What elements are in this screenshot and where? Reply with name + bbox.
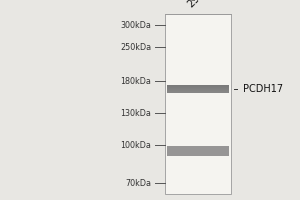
Bar bbox=[167, 92, 229, 93]
Bar bbox=[167, 90, 229, 91]
Bar bbox=[167, 85, 229, 86]
Bar bbox=[167, 86, 229, 87]
Bar bbox=[167, 91, 229, 92]
Bar bbox=[165, 14, 231, 194]
Text: PCDH17: PCDH17 bbox=[243, 84, 283, 94]
Text: 250kDa: 250kDa bbox=[120, 43, 152, 51]
Text: 300kDa: 300kDa bbox=[121, 21, 152, 29]
Text: 180kDa: 180kDa bbox=[121, 76, 152, 86]
Bar bbox=[167, 87, 229, 88]
Text: 100kDa: 100kDa bbox=[121, 140, 152, 149]
Text: 70kDa: 70kDa bbox=[125, 178, 152, 188]
Text: 293T: 293T bbox=[185, 0, 211, 9]
Bar bbox=[167, 85, 229, 93]
Bar bbox=[167, 146, 229, 156]
Text: 130kDa: 130kDa bbox=[121, 108, 152, 117]
Bar bbox=[167, 88, 229, 89]
Bar bbox=[167, 89, 229, 90]
